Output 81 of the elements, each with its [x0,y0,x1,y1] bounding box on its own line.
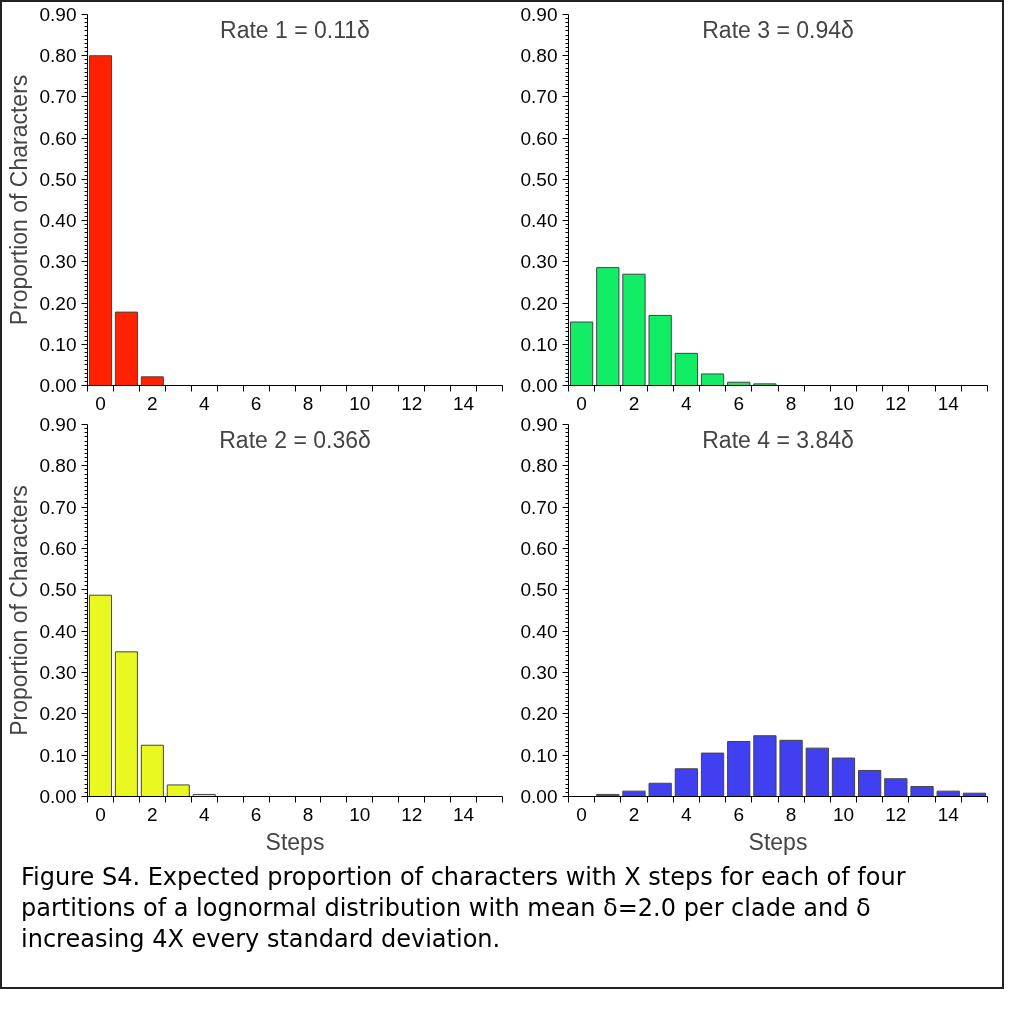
y-tick-label: 0.60 [520,538,558,559]
y-tick-label: 0.50 [39,168,77,190]
y-tick-label: 0.70 [520,86,558,108]
y-tick-label: 0.30 [39,662,77,683]
x-tick-label: 6 [733,392,745,414]
y-tick-label: 0.00 [39,375,77,396]
x-tick-label: 8 [302,392,314,414]
y-tick-label: 0.60 [520,127,558,149]
x-tick-label: 2 [628,803,640,825]
x-tick-label: 0 [576,392,587,414]
x-axis-title: Steps [265,828,325,855]
x-tick-label: 2 [628,392,640,414]
y-axis-title: Proportion of Characters [5,485,32,736]
y-tick-label: 0.80 [39,45,77,67]
x-tick-label: 8 [302,803,314,825]
x-tick-label: 8 [785,803,797,825]
y-tick-label: 0.20 [520,292,558,314]
x-tick-label: 10 [349,803,371,825]
y-tick-label: 0.40 [39,620,77,642]
caption: Figure S4. Expected proportion of characters with X steps for each of four partitions of a lognormal distribution with mean δ=2.0 per clade and δ increasing 4X every standard deviation. [21,862,907,956]
x-tick-label: 4 [198,803,210,825]
y-tick-label: 0.20 [39,703,77,725]
y-tick-label: 0.50 [39,579,77,601]
x-axis-title: Steps [748,828,808,855]
y-tick-label: 0.40 [39,210,77,232]
y-tick-label: 0.80 [520,455,558,477]
x-tick-label: 6 [250,803,262,825]
chart-title: Rate 2 = 0.36δ [219,426,371,453]
y-tick-label: 0.30 [520,251,558,273]
x-tick-label: 14 [453,392,475,414]
x-tick-label: 10 [832,803,855,825]
y-tick-label: 0.90 [39,4,77,25]
y-axis-title: Proportion of Characters [5,74,32,326]
y-tick-label: 0.30 [39,251,77,273]
y-tick-label: 0.60 [39,127,77,149]
chart-title: Rate 3 = 0.94δ [702,16,854,43]
y-tick-label: 0.10 [39,744,77,766]
x-tick-label: 10 [349,392,371,414]
x-tick-label: 14 [937,803,960,825]
chart-title: Rate 4 = 3.84δ [702,426,854,453]
x-tick-label: 10 [832,392,855,414]
y-tick-label: 0.40 [520,620,558,642]
x-tick-label: 4 [198,392,210,414]
y-tick-label: 0.40 [520,210,558,232]
y-tick-label: 0.10 [520,744,558,766]
y-tick-label: 0.90 [520,414,558,435]
y-tick-label: 0.00 [39,786,77,807]
y-tick-label: 0.20 [39,292,77,314]
y-tick-label: 0.00 [520,375,558,396]
x-tick-label: 4 [681,392,693,414]
y-tick-label: 0.20 [520,703,558,725]
y-tick-label: 0.80 [39,455,77,477]
y-tick-label: 0.50 [520,168,558,190]
x-tick-label: 2 [147,803,158,825]
x-tick-label: 4 [681,803,693,825]
x-tick-label: 14 [937,392,960,414]
y-tick-label: 0.30 [520,662,558,683]
x-tick-label: 0 [95,392,106,414]
x-tick-label: 12 [885,392,907,414]
y-tick-label: 0.10 [520,333,558,355]
x-tick-label: 14 [453,803,475,825]
x-tick-label: 12 [401,392,423,414]
y-tick-label: 0.50 [520,579,558,601]
y-tick-label: 0.70 [39,496,77,518]
x-tick-label: 0 [95,803,106,825]
y-tick-label: 0.80 [520,45,558,67]
y-tick-label: 0.90 [39,414,77,435]
x-tick-label: 6 [250,392,262,414]
x-tick-label: 12 [401,803,423,825]
y-tick-label: 0.60 [39,538,77,559]
x-tick-label: 6 [733,803,745,825]
x-tick-label: 12 [885,803,907,825]
x-tick-label: 2 [147,392,158,414]
x-tick-label: 8 [785,392,797,414]
y-tick-label: 0.10 [39,333,77,355]
y-tick-label: 0.70 [520,496,558,518]
x-tick-label: 0 [576,803,587,825]
y-tick-label: 0.90 [520,4,558,25]
chart-title: Rate 1 = 0.11δ [220,16,370,43]
y-tick-label: 0.70 [39,86,77,108]
y-tick-label: 0.00 [520,786,558,807]
